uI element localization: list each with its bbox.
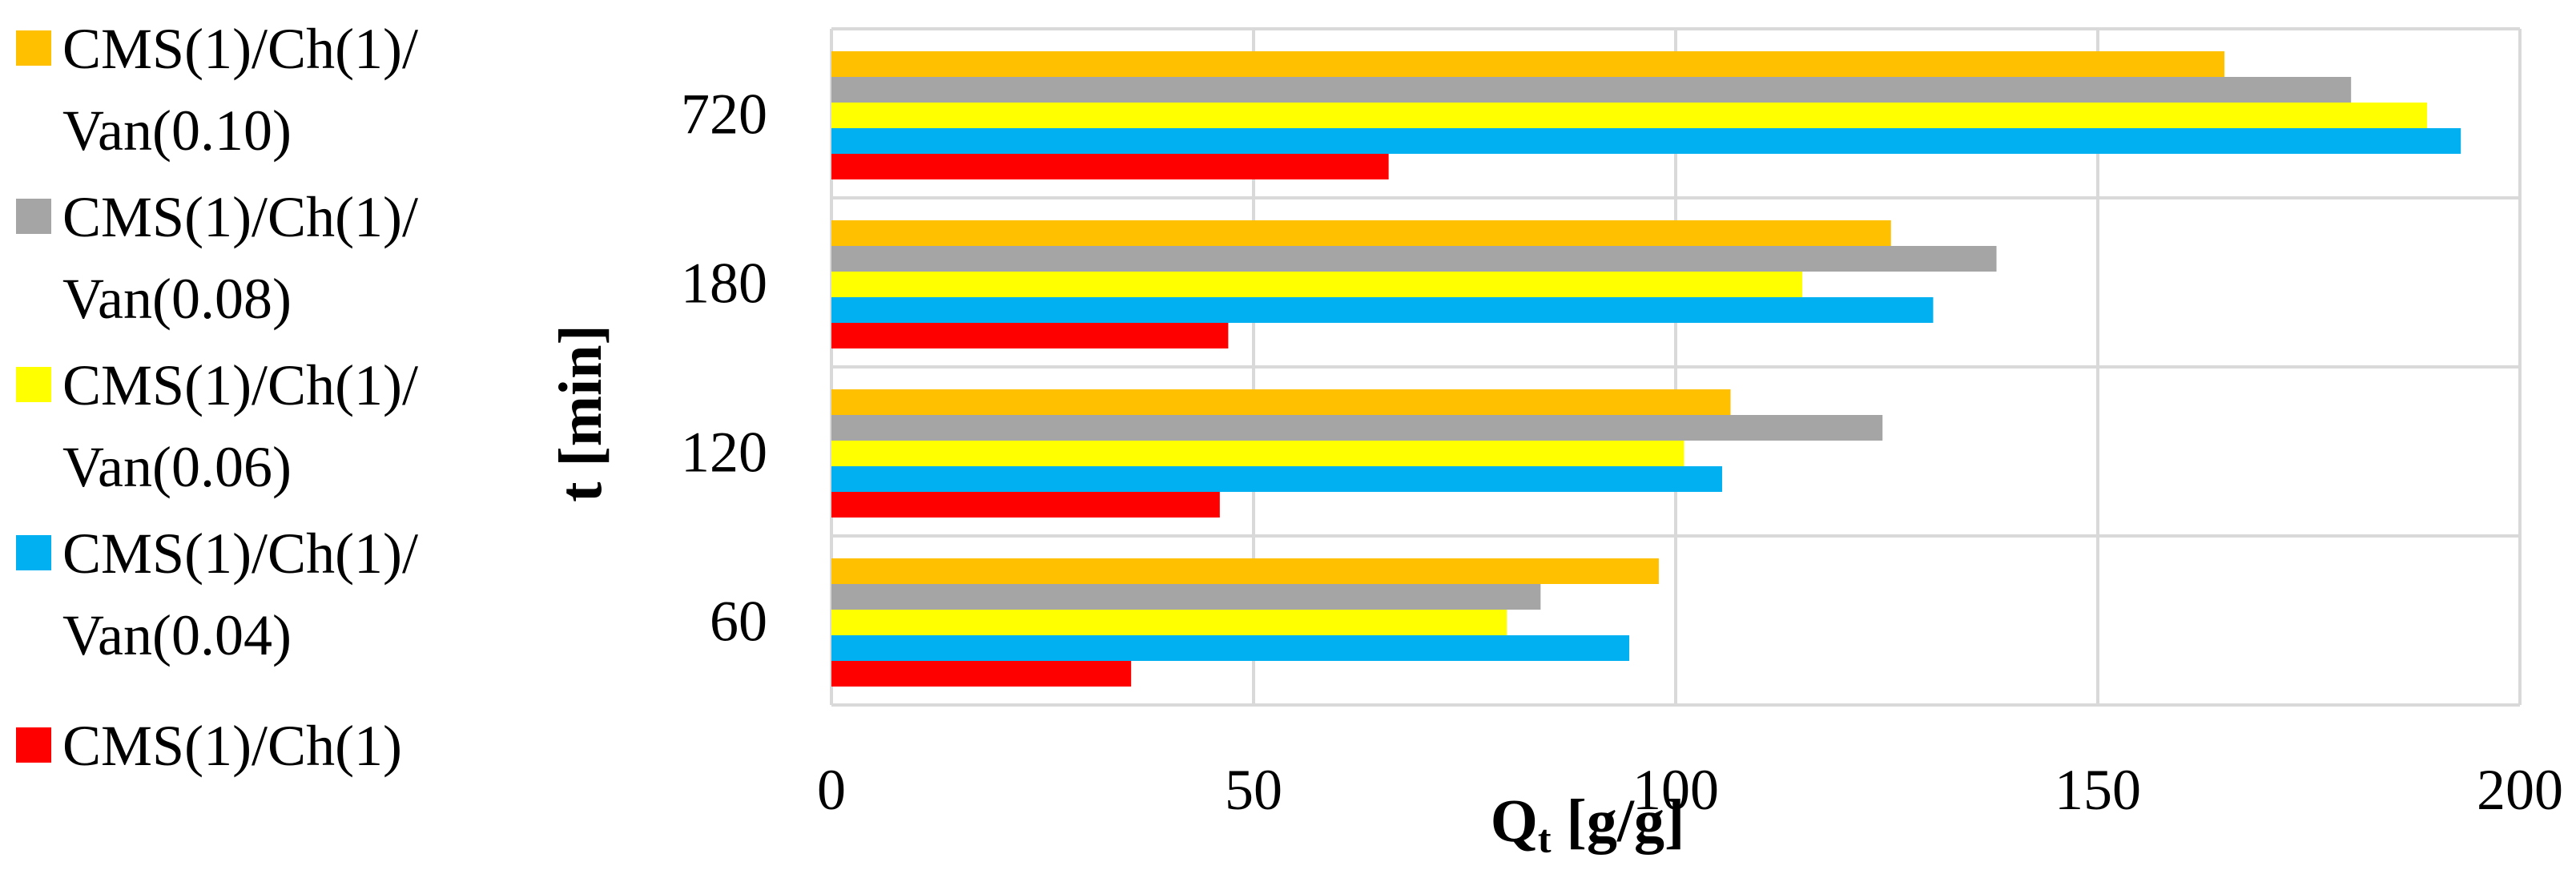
x-axis-title-main: Q bbox=[1491, 787, 1538, 855]
legend-swatch-1 bbox=[16, 30, 51, 66]
legend-swatch-4 bbox=[16, 535, 51, 570]
legend-label-2-line2: Van(0.08) bbox=[62, 267, 292, 331]
bar-180-series-1 bbox=[831, 220, 1891, 246]
y-tick-label-720: 720 bbox=[681, 83, 767, 147]
x-tick-label-200: 200 bbox=[2477, 758, 2563, 822]
legend-label-5-line1: CMS(1)/Ch(1) bbox=[62, 714, 402, 778]
x-axis-title-unit: [g/g] bbox=[1552, 787, 1685, 855]
bar-120-series-4 bbox=[831, 466, 1722, 492]
x-tick-label-150: 150 bbox=[2055, 758, 2141, 822]
legend-label-4-line1: CMS(1)/Ch(1)/ bbox=[62, 522, 418, 586]
bar-60-series-5 bbox=[831, 661, 1132, 687]
y-tick-label-60: 60 bbox=[710, 590, 767, 654]
bar-120-series-2 bbox=[831, 415, 1883, 441]
legend-swatch-5 bbox=[16, 727, 51, 763]
x-tick-label-0: 0 bbox=[817, 758, 846, 822]
x-axis-title-subscript: t bbox=[1538, 816, 1552, 861]
legend-label-2-line1: CMS(1)/Ch(1)/ bbox=[62, 185, 418, 249]
legend-label-4-line2: Van(0.04) bbox=[62, 603, 292, 667]
bar-720-series-5 bbox=[831, 154, 1389, 179]
bar-180-series-4 bbox=[831, 297, 1934, 323]
bar-720-series-4 bbox=[831, 128, 2461, 154]
y-tick-label-120: 120 bbox=[681, 421, 767, 485]
legend-label-3-line1: CMS(1)/Ch(1)/ bbox=[62, 353, 418, 417]
y-tick-label-180: 180 bbox=[681, 252, 767, 316]
bar-60-series-3 bbox=[831, 610, 1507, 635]
x-tick-label-50: 50 bbox=[1225, 758, 1282, 822]
legend: CMS(1)/Ch(1)/ Van(0.10) CMS(1)/Ch(1)/ Van(0… bbox=[16, 17, 418, 778]
bars bbox=[831, 51, 2461, 687]
legend-label-1-line1: CMS(1)/Ch(1)/ bbox=[62, 17, 418, 81]
legend-swatch-2 bbox=[16, 199, 51, 234]
x-axis-ticks: 0 50 100 150 200 bbox=[817, 758, 2563, 822]
x-axis-title: Qt [g/g] bbox=[1491, 787, 1685, 861]
bar-180-series-3 bbox=[831, 272, 1803, 297]
bar-180-series-5 bbox=[831, 323, 1229, 348]
plot-area: 0 50 100 150 200 60 120 180 720 bbox=[681, 27, 2563, 822]
legend-label-1-line2: Van(0.10) bbox=[62, 99, 292, 163]
x-tick-label-100: 100 bbox=[1632, 758, 1719, 822]
y-axis-title: t [min] bbox=[547, 324, 614, 502]
bar-120-series-1 bbox=[831, 389, 1731, 415]
bar-60-series-4 bbox=[831, 635, 1630, 661]
bar-60-series-1 bbox=[831, 558, 1659, 584]
bar-60-series-2 bbox=[831, 584, 1541, 610]
bar-720-series-3 bbox=[831, 103, 2428, 128]
bar-120-series-5 bbox=[831, 492, 1220, 518]
bar-720-series-2 bbox=[831, 77, 2352, 103]
bar-180-series-2 bbox=[831, 246, 1997, 272]
y-axis-ticks: 60 120 180 720 bbox=[681, 83, 767, 654]
legend-label-3-line2: Van(0.06) bbox=[62, 435, 292, 499]
bar-720-series-1 bbox=[831, 51, 2225, 77]
bar-120-series-3 bbox=[831, 441, 1684, 466]
legend-swatch-3 bbox=[16, 367, 51, 402]
